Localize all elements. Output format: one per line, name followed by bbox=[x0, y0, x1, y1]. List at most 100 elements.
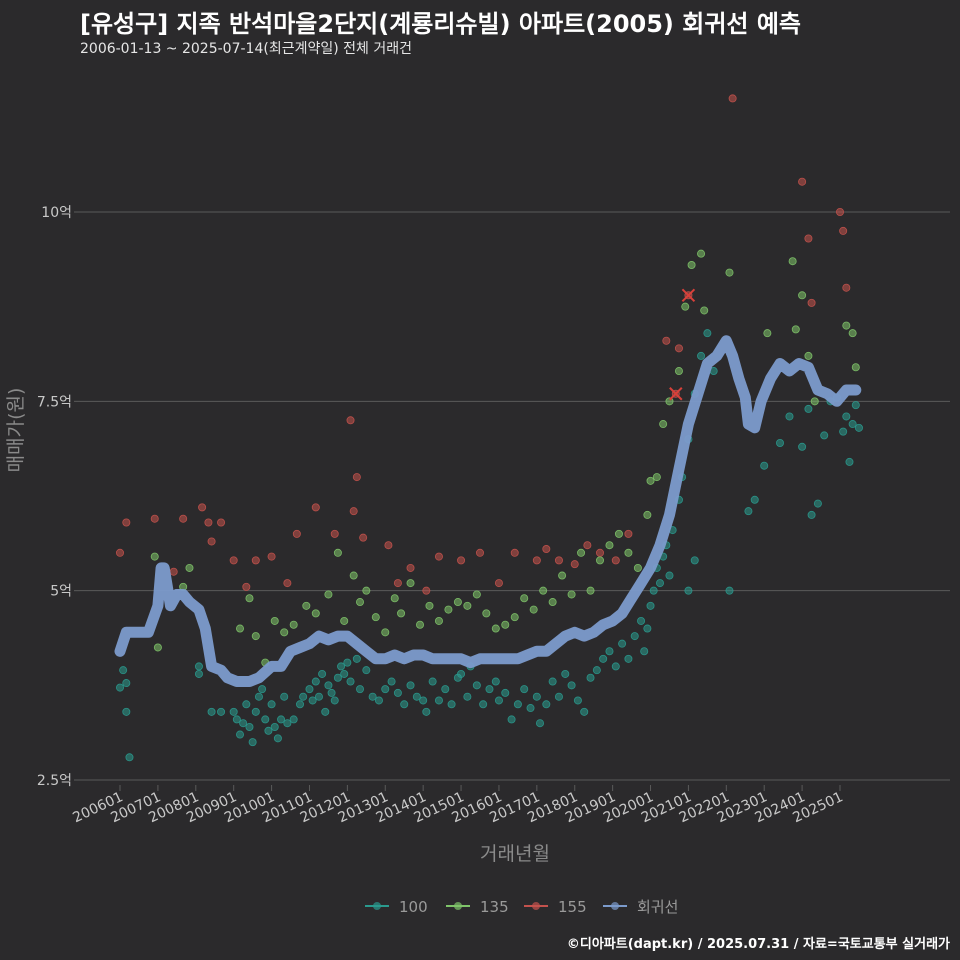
point-135 bbox=[842, 321, 851, 330]
point-135 bbox=[510, 613, 519, 622]
point-155 bbox=[251, 556, 260, 565]
point-135 bbox=[791, 325, 800, 334]
point-100 bbox=[299, 692, 308, 701]
point-100 bbox=[381, 685, 390, 694]
point-135 bbox=[397, 609, 406, 618]
point-155 bbox=[836, 207, 845, 216]
point-100 bbox=[842, 412, 851, 421]
point-100 bbox=[194, 669, 203, 678]
point-135 bbox=[444, 605, 453, 614]
point-100 bbox=[283, 719, 292, 728]
point-135 bbox=[251, 632, 260, 641]
point-100 bbox=[239, 719, 248, 728]
point-155 bbox=[510, 548, 519, 557]
point-100 bbox=[343, 658, 352, 667]
point-135 bbox=[311, 609, 320, 618]
point-155 bbox=[662, 336, 671, 345]
point-100 bbox=[337, 662, 346, 671]
point-135 bbox=[596, 556, 605, 565]
point-100 bbox=[122, 707, 131, 716]
point-135 bbox=[652, 473, 661, 482]
point-135 bbox=[798, 291, 807, 300]
point-100 bbox=[422, 707, 431, 716]
point-155 bbox=[434, 552, 443, 561]
point-100 bbox=[352, 654, 361, 663]
point-100 bbox=[264, 726, 273, 735]
point-155 bbox=[554, 556, 563, 565]
point-135 bbox=[390, 594, 399, 603]
point-135 bbox=[851, 363, 860, 372]
point-135 bbox=[349, 571, 358, 580]
point-135 bbox=[371, 613, 380, 622]
point-135 bbox=[150, 552, 159, 561]
point-100 bbox=[485, 685, 494, 694]
point-135 bbox=[529, 605, 538, 614]
point-100 bbox=[690, 556, 699, 565]
point-100 bbox=[308, 696, 317, 705]
point-100 bbox=[125, 753, 134, 762]
point-100 bbox=[725, 586, 734, 595]
point-155 bbox=[842, 283, 851, 292]
point-135 bbox=[333, 548, 342, 557]
point-155 bbox=[198, 503, 207, 512]
point-100 bbox=[697, 351, 706, 360]
point-100 bbox=[277, 715, 286, 724]
point-135 bbox=[472, 590, 481, 599]
point-135 bbox=[362, 586, 371, 595]
legend-marker bbox=[454, 902, 462, 910]
point-155 bbox=[406, 563, 415, 572]
point-135 bbox=[624, 548, 633, 557]
point-100 bbox=[273, 734, 282, 743]
point-155 bbox=[150, 514, 159, 523]
point-135 bbox=[810, 397, 819, 406]
chart-subtitle: 2006-01-13 ~ 2025-07-14(최근계약일) 전체 거래건 bbox=[80, 41, 412, 57]
point-100 bbox=[295, 700, 304, 709]
point-100 bbox=[561, 669, 570, 678]
point-100 bbox=[406, 681, 415, 690]
point-100 bbox=[194, 662, 203, 671]
point-100 bbox=[321, 707, 330, 716]
point-155 bbox=[583, 541, 592, 550]
point-100 bbox=[472, 681, 481, 690]
point-135 bbox=[406, 579, 415, 588]
point-135 bbox=[381, 628, 390, 637]
point-100 bbox=[542, 700, 551, 709]
point-100 bbox=[324, 681, 333, 690]
point-135 bbox=[700, 306, 709, 315]
scatter-points bbox=[116, 94, 863, 762]
point-100 bbox=[684, 586, 693, 595]
point-100 bbox=[501, 688, 510, 697]
point-100 bbox=[776, 438, 785, 447]
point-100 bbox=[624, 654, 633, 663]
point-100 bbox=[513, 700, 522, 709]
point-100 bbox=[785, 412, 794, 421]
y-tick-label: 2.5억 bbox=[37, 773, 72, 789]
y-tick-label: 10억 bbox=[41, 205, 72, 221]
point-100 bbox=[848, 420, 857, 429]
y-tick-label: 5억 bbox=[50, 584, 72, 600]
point-135 bbox=[558, 571, 567, 580]
point-135 bbox=[848, 329, 857, 338]
point-100 bbox=[368, 692, 377, 701]
point-155 bbox=[798, 177, 807, 186]
point-135 bbox=[577, 548, 586, 557]
point-100 bbox=[554, 692, 563, 701]
point-100 bbox=[229, 707, 238, 716]
point-135 bbox=[453, 598, 462, 607]
point-135 bbox=[185, 563, 194, 572]
point-100 bbox=[640, 647, 649, 656]
point-135 bbox=[245, 594, 254, 603]
point-100 bbox=[393, 688, 402, 697]
point-100 bbox=[854, 423, 863, 432]
point-155 bbox=[422, 586, 431, 595]
point-135 bbox=[614, 529, 623, 538]
point-135 bbox=[567, 590, 576, 599]
point-100 bbox=[447, 700, 456, 709]
point-155 bbox=[169, 567, 178, 576]
point-100 bbox=[261, 715, 270, 724]
point-155 bbox=[596, 548, 605, 557]
legend-marker bbox=[373, 902, 381, 910]
point-135 bbox=[355, 598, 364, 607]
point-100 bbox=[258, 685, 267, 694]
point-155 bbox=[179, 514, 188, 523]
